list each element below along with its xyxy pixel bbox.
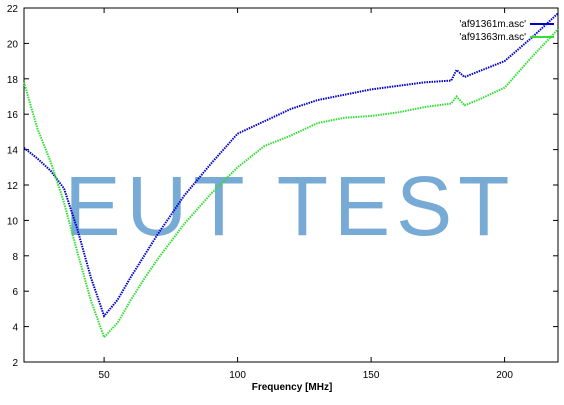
series-line	[23, 12, 559, 318]
series-line	[23, 28, 559, 340]
y-tick-label: 6	[12, 287, 18, 298]
x-axis-label: Frequency [MHz]	[252, 382, 333, 393]
y-tick-label: 12	[7, 181, 19, 192]
x-tick-label: 150	[363, 370, 380, 381]
y-tick-label: 16	[7, 110, 19, 121]
x-tick-label: 50	[99, 370, 111, 381]
x-tick-label: 100	[229, 370, 246, 381]
y-tick-label: 14	[7, 146, 19, 157]
legend-label: 'af91363m.asc'	[459, 32, 526, 43]
y-tick-label: 8	[12, 252, 18, 263]
y-tick-label: 2	[12, 358, 18, 369]
x-tick-label: 200	[496, 370, 513, 381]
y-tick-label: 10	[7, 216, 19, 227]
y-tick-label: 18	[7, 75, 19, 86]
legend-label: 'af91361m.asc'	[459, 19, 526, 30]
y-tick-label: 4	[12, 323, 18, 334]
plot-frame	[23, 7, 559, 363]
y-tick-label: 22	[7, 4, 19, 15]
watermark: EUT TEST	[65, 159, 516, 253]
y-tick-label: 20	[7, 39, 19, 50]
